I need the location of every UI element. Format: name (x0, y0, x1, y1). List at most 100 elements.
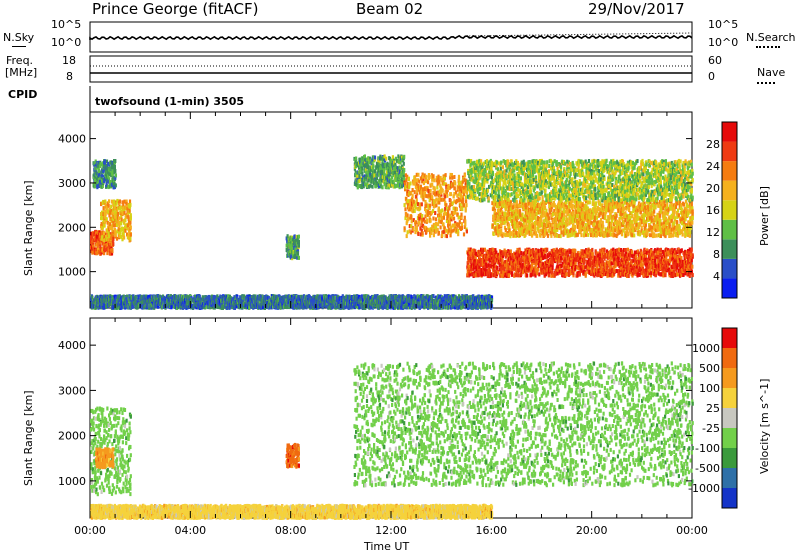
echo-cell (112, 236, 115, 241)
echo-cell (90, 231, 93, 236)
power-panel (89, 111, 738, 310)
echo-cell (115, 218, 118, 223)
echo-cell (417, 232, 420, 236)
echo-cell (543, 218, 546, 223)
echo-cell (517, 273, 520, 278)
echo-cell (122, 233, 125, 237)
echo-cell (691, 273, 694, 278)
echo-cell (442, 215, 445, 220)
echo-cell (103, 238, 106, 243)
echo-cell (110, 251, 114, 256)
echo-cell (114, 159, 117, 163)
echo-cell (103, 251, 106, 256)
echo-cell (465, 190, 468, 195)
echo-cell (97, 175, 100, 180)
nsky-underline (12, 46, 26, 47)
echo-cell (688, 274, 691, 278)
echo-cell (492, 232, 495, 236)
echo-cell (129, 202, 132, 207)
echo-cell (548, 227, 551, 232)
echo-cell (99, 162, 102, 167)
echo-cell (584, 271, 587, 276)
echo-cell (101, 184, 104, 189)
echo-cell (417, 172, 420, 177)
echo-cell (460, 222, 463, 227)
echo-cell (460, 212, 463, 217)
echo-cell (107, 231, 110, 236)
echo-cell (357, 184, 360, 188)
echo-cell (112, 230, 115, 235)
echo-cell (584, 222, 587, 227)
echo-cell (526, 273, 529, 278)
echo-cell (116, 212, 119, 216)
echo-cell (111, 228, 114, 232)
echo-cell (113, 213, 116, 218)
echo-cell (103, 164, 106, 168)
echo-cell (97, 230, 100, 235)
time-axis-label: Time UT (364, 540, 410, 553)
echo-cell (519, 222, 522, 227)
echo-cell (117, 205, 120, 210)
echo-cell (102, 206, 105, 211)
echo-cell (103, 223, 106, 228)
echo-cell (425, 174, 428, 179)
echo-cell (113, 223, 116, 228)
echo-cell (464, 222, 467, 227)
echo-cell (631, 254, 634, 259)
echo-cell (404, 185, 407, 190)
echo-cell (114, 173, 117, 178)
echo-cell (106, 251, 109, 256)
echo-cell (98, 232, 101, 237)
echo-cell (120, 214, 123, 219)
echo-cell (421, 187, 425, 192)
echo-cell (127, 215, 130, 220)
echo-cell (432, 216, 435, 221)
echo-cell (119, 230, 122, 235)
echo-cell (393, 170, 397, 175)
echo-cell (431, 195, 434, 200)
echo-cell (427, 180, 430, 185)
nsearch-trace (466, 32, 693, 37)
echo-cell (114, 233, 117, 237)
echo-cell (434, 211, 437, 215)
echo-cell (108, 207, 111, 212)
nsky-trace (89, 34, 693, 41)
echo-cell (415, 220, 418, 225)
echo-cell (423, 219, 426, 224)
echo-cell (403, 203, 406, 208)
echo-cell (411, 194, 414, 199)
nave-dotted (757, 82, 775, 84)
echo-cell (122, 229, 125, 234)
echo-cell (562, 216, 565, 221)
echo-cell (633, 250, 637, 255)
echo-cell (100, 202, 103, 207)
echo-cell (508, 273, 511, 278)
echo-cell (429, 203, 432, 208)
echo-cell (441, 208, 444, 213)
echo-cell (422, 197, 425, 202)
echo-cell (403, 154, 406, 159)
echo-cell (95, 231, 98, 236)
echo-cell (129, 216, 132, 221)
echo-cell (114, 218, 117, 223)
echo-cell (419, 206, 422, 211)
echo-cell (422, 181, 425, 186)
echo-cell (546, 247, 549, 252)
date-title: 29/Nov/2017 (588, 0, 685, 18)
echo-cell (407, 177, 410, 181)
echo-cell (460, 226, 463, 230)
echo-cell (432, 209, 435, 213)
echo-cell (410, 214, 413, 219)
echo-cell (571, 203, 574, 208)
echo-cell (116, 229, 119, 234)
echo-cell (404, 207, 407, 212)
echo-cell (427, 189, 430, 193)
echo-cell (94, 174, 97, 179)
echo-cell (105, 217, 108, 222)
echo-cell (537, 229, 540, 234)
echo-cell (361, 166, 364, 171)
echo-cell (553, 233, 556, 238)
echo-cell (417, 220, 420, 225)
echo-cell (449, 233, 452, 238)
echo-cell (110, 209, 113, 213)
